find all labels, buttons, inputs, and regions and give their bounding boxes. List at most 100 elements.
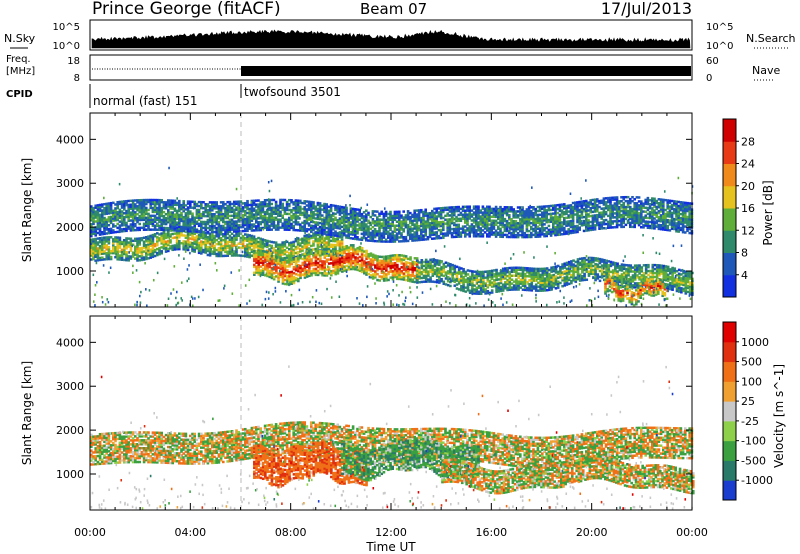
range-gate-cell — [402, 272, 406, 275]
range-gate-cell — [246, 235, 249, 239]
range-gate-cell — [248, 223, 251, 226]
range-gate-cell — [167, 228, 170, 232]
range-gate-cell — [294, 201, 298, 204]
range-gate-cell — [180, 211, 183, 215]
range-gate-cell — [292, 224, 295, 228]
range-gate-cell — [208, 205, 212, 208]
range-gate-cell — [162, 214, 166, 218]
range-gate-cell — [290, 216, 293, 220]
range-gate-cell — [233, 250, 236, 253]
range-gate-cell — [149, 256, 152, 259]
range-gate-cell — [407, 271, 410, 274]
range-gate-cell — [211, 214, 214, 218]
range-gate-cell — [261, 263, 265, 267]
range-gate-cell — [640, 200, 643, 203]
range-gate-cell — [327, 219, 331, 222]
range-gate-cell — [371, 269, 375, 272]
range-gate-cell — [257, 207, 260, 210]
range-gate-cell — [371, 239, 375, 243]
range-gate-cell — [340, 207, 344, 211]
range-gate-cell — [380, 265, 384, 269]
range-gate-cell — [290, 243, 293, 246]
range-gate-cell — [263, 202, 267, 206]
range-gate-cell — [277, 226, 280, 229]
range-gate-cell — [391, 266, 395, 269]
range-gate-cell — [329, 203, 333, 207]
range-gate-cell — [248, 211, 251, 215]
range-gate-cell — [312, 267, 316, 271]
range-gate-cell — [145, 251, 148, 255]
range-gate-cell — [318, 215, 322, 219]
range-gate-cell — [230, 206, 234, 210]
range-gate-cell — [343, 269, 346, 272]
range-gate-cell — [107, 238, 111, 241]
range-gate-cell — [145, 249, 148, 253]
range-gate-cell — [160, 218, 163, 222]
range-gate-cell — [224, 242, 227, 246]
range-gate-cell — [98, 225, 102, 228]
range-gate-cell — [323, 239, 326, 242]
range-gate-cell — [140, 236, 144, 240]
station-title: Prince George (fitACF) — [92, 0, 281, 19]
range-gate-cell — [365, 271, 368, 274]
range-gate-cell — [250, 240, 254, 244]
range-gate-cell — [167, 220, 170, 224]
range-gate-cell — [98, 236, 102, 240]
range-gate-cell — [215, 207, 218, 210]
range-gate-cell — [547, 224, 551, 228]
range-gate-cell — [385, 255, 388, 258]
range-gate-cell — [266, 245, 269, 249]
range-gate-cell — [407, 269, 410, 272]
range-gate-cell — [277, 220, 280, 223]
range-gate-cell — [323, 216, 326, 220]
range-gate-cell — [255, 219, 258, 222]
range-gate-cell — [200, 234, 203, 237]
range-gate-cell — [362, 236, 366, 240]
range-gate-cell — [252, 247, 256, 250]
range-gate-cell — [226, 206, 229, 210]
range-gate-cell — [261, 203, 265, 206]
range-gate-cell — [371, 235, 375, 239]
range-gate-cell — [338, 221, 342, 224]
range-gate-cell — [208, 248, 212, 251]
range-gate-cell — [127, 227, 130, 230]
range-gate-cell — [367, 239, 370, 242]
range-gate-cell — [219, 228, 223, 232]
range-gate-cell — [367, 211, 370, 215]
range-gate-cell — [226, 224, 229, 228]
range-gate-cell — [259, 213, 262, 216]
range-gate-cell — [286, 259, 289, 262]
range-gate-cell — [327, 233, 331, 236]
range-gate-cell — [363, 262, 366, 265]
range-gate-cell — [301, 239, 304, 242]
range-gate-cell — [252, 245, 256, 248]
range-gate-cell — [255, 217, 258, 220]
range-gate-cell — [213, 213, 216, 216]
beam-label: Beam 07 — [360, 0, 427, 18]
range-gate-cell — [415, 276, 419, 280]
range-gate-cell — [123, 252, 126, 256]
range-gate-cell — [167, 233, 170, 237]
range-gate-cell — [345, 252, 349, 256]
range-gate-cell — [138, 214, 141, 218]
range-gate-cell — [98, 205, 102, 209]
range-gate-cell — [354, 231, 357, 235]
range-gate-cell — [252, 213, 256, 216]
range-gate-cell — [365, 225, 368, 228]
range-gate-cell — [275, 269, 278, 272]
range-gate-cell — [259, 239, 262, 243]
range-gate-cell — [131, 255, 135, 258]
range-gate-cell — [101, 240, 104, 244]
range-gate-cell — [246, 233, 249, 237]
range-gate-cell — [351, 207, 355, 211]
range-gate-cell — [244, 209, 247, 213]
range-gate-cell — [206, 203, 210, 206]
range-gate-cell — [200, 250, 203, 253]
range-gate-cell — [327, 243, 331, 246]
range-gate-cell — [120, 242, 124, 246]
range-gate-cell — [261, 205, 265, 208]
range-gate-cell — [222, 238, 225, 242]
range-gate-cell — [156, 210, 159, 214]
range-gate-cell — [307, 239, 311, 242]
range-gate-cell — [255, 255, 258, 259]
